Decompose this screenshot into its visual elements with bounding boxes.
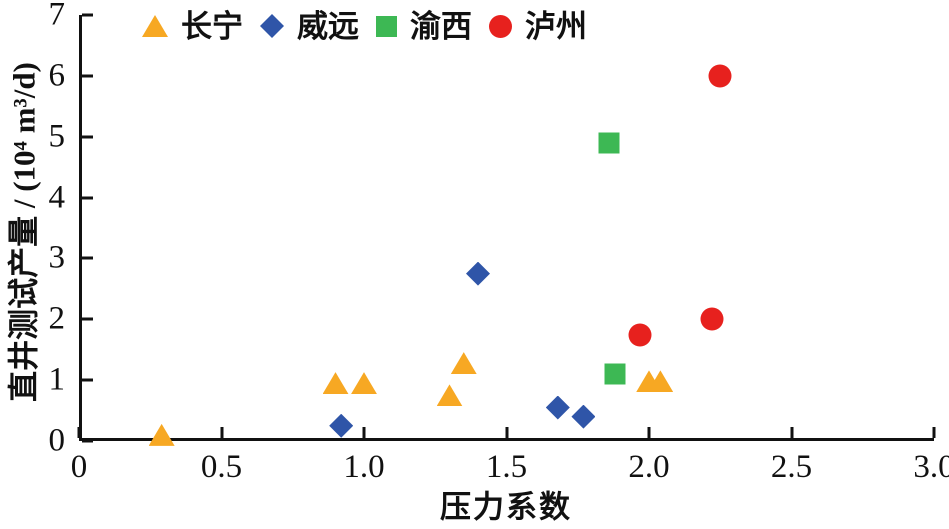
legend-label: 长宁 — [181, 8, 243, 44]
x-tick-label: 2.5 — [770, 449, 813, 485]
y-tick — [82, 378, 93, 382]
x-axis-title: 压力系数 — [440, 489, 572, 525]
x-tick-label: 0.5 — [200, 449, 243, 485]
y-tick-label: 4 — [48, 179, 66, 216]
data-point-diamond — [571, 404, 596, 429]
plot-area: 0 0.5 1.0 1.5 2.0 2.5 3.0 0 1 2 3 4 5 6 7 — [49, 0, 949, 484]
y-tick-label: 6 — [48, 57, 66, 94]
y-tick — [82, 317, 93, 321]
legend-label: 泸州 — [525, 8, 587, 44]
y-tick-label: 2 — [48, 300, 66, 337]
y-tick-label: 1 — [48, 361, 66, 398]
y-tick — [82, 135, 93, 139]
data-point-circle — [708, 64, 732, 88]
x-tick-label: 1.0 — [343, 449, 385, 485]
x-axis-spine — [79, 438, 934, 441]
legend: 长宁 威远 渝西 泸州 — [142, 5, 587, 47]
data-point-triangle — [322, 372, 349, 395]
y-tick-label: 3 — [48, 239, 66, 276]
legend-label: 渝西 — [410, 8, 472, 44]
y-tick-label: 5 — [48, 118, 66, 155]
data-point-square — [604, 363, 626, 385]
y-tick — [82, 13, 93, 17]
x-tick — [362, 427, 366, 438]
legend-label: 威远 — [297, 8, 359, 44]
legend-marker-circle-icon — [489, 14, 512, 38]
y-tick — [82, 256, 93, 260]
legend-marker-square-icon — [376, 15, 397, 37]
data-point-circle — [628, 323, 652, 346]
data-point-triangle — [436, 384, 463, 407]
y-tick — [82, 439, 93, 443]
data-point-diamond — [466, 261, 490, 286]
legend-item: 渝西 — [376, 11, 472, 42]
x-tick-label: 2.0 — [628, 449, 670, 485]
x-tick — [505, 427, 508, 438]
data-point-triangle — [450, 352, 477, 375]
x-tick — [220, 427, 223, 438]
data-point-triangle — [351, 372, 377, 395]
y-tick-label: 0 — [48, 422, 66, 459]
x-tick — [647, 427, 651, 438]
x-tick-label: 0 — [70, 449, 88, 485]
y-tick-label: 7 — [48, 0, 66, 33]
x-tick — [790, 427, 793, 438]
y-tick — [82, 196, 93, 200]
data-point-diamond — [329, 413, 354, 438]
y-axis-title: 直井测试产量 / (10⁴ m³/d) — [6, 62, 42, 402]
data-point-triangle — [148, 423, 175, 446]
y-tick — [82, 74, 93, 78]
x-tick — [77, 427, 81, 438]
legend-item: 威远 — [260, 11, 359, 42]
x-tick — [932, 427, 936, 438]
x-tick-label: 1.5 — [485, 449, 528, 485]
legend-marker-diamond-icon — [260, 14, 284, 38]
y-axis-spine — [79, 15, 82, 441]
x-tick-label: 3.0 — [913, 449, 949, 485]
legend-marker-triangle-icon — [142, 15, 168, 37]
data-point-circle — [700, 307, 724, 331]
legend-item: 长宁 — [142, 11, 243, 42]
legend-item: 泸州 — [489, 11, 587, 42]
data-point-diamond — [545, 395, 570, 420]
data-point-square — [598, 132, 620, 154]
